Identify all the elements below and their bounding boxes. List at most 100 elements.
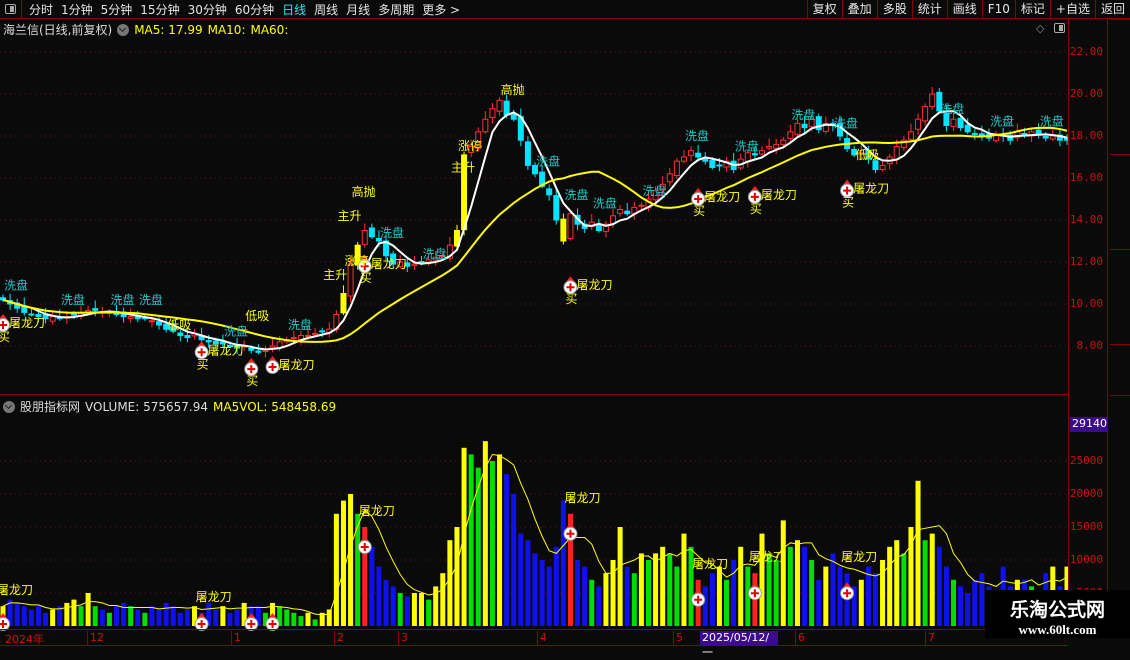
volume-bar — [724, 579, 730, 626]
tab-period[interactable]: 月线 — [346, 2, 371, 17]
signal-label: 涨停 — [458, 138, 482, 153]
candle — [49, 312, 56, 325]
tab-period[interactable]: 周线 — [314, 2, 339, 17]
volume-bar — [333, 513, 339, 626]
tab-period[interactable]: 5分钟 — [100, 2, 133, 17]
signal-label: 洗盘 — [4, 277, 28, 292]
main-chart-header: 海兰信(日线,前复权) MA5: 17.99 MA10: MA60: — [3, 21, 288, 38]
selected-date: 2025/05/12/一 — [700, 631, 778, 659]
candle — [666, 168, 673, 187]
ma5-readout: MA5: 17.99 — [134, 22, 203, 37]
volume-bar — [241, 602, 247, 626]
side-tab[interactable] — [1110, 154, 1130, 249]
tab-period[interactable]: 多周期 — [378, 2, 415, 17]
volume-bar — [596, 586, 602, 626]
panel-toggle-button[interactable] — [0, 0, 22, 19]
watermark-url: www.60lt.com — [1018, 622, 1097, 637]
ma5vol-readout: MA5VOL: 548458.69 — [213, 399, 337, 414]
panel-toggle-icon[interactable] — [1054, 23, 1065, 33]
tab-period[interactable]: 分时 — [29, 2, 54, 17]
volume-bar — [787, 546, 793, 626]
chevron-down-icon[interactable] — [3, 400, 15, 413]
candle — [624, 202, 631, 216]
candle — [801, 116, 808, 134]
tab-period[interactable]: 1分钟 — [61, 2, 93, 17]
signal-label: 高抛 — [501, 82, 525, 97]
tab-period[interactable]: 15分钟 — [140, 2, 180, 17]
volume-bar — [14, 602, 20, 626]
candle — [170, 321, 177, 334]
volume-signal-label: 屠龙刀 — [359, 504, 395, 518]
signal-label: 洗盘 — [735, 139, 759, 154]
volume-bar — [674, 566, 680, 626]
signal-label: 洗盘 — [642, 183, 666, 198]
stock-title: 海兰信(日线,前复权) — [3, 23, 113, 37]
diamond-icon[interactable]: ◇ — [1036, 22, 1045, 35]
signal-label: 洗盘 — [61, 292, 85, 307]
candle — [978, 125, 985, 141]
candle — [553, 187, 560, 225]
candle — [595, 218, 602, 233]
buy-signal-icon — [194, 341, 209, 360]
toolbar-button[interactable]: 统计 — [911, 0, 947, 19]
volume-bar — [553, 546, 559, 626]
volume-bar — [511, 494, 517, 626]
candle — [659, 176, 666, 196]
volume-bar — [759, 533, 765, 626]
chevron-down-icon[interactable] — [117, 23, 130, 36]
volume-buy-icon — [244, 613, 259, 631]
toolbar-button[interactable]: 标记 — [1014, 0, 1050, 19]
candle — [751, 146, 758, 160]
volume-bar — [468, 454, 474, 626]
tab-period[interactable]: 30分钟 — [187, 2, 227, 17]
candle — [340, 285, 347, 315]
signal-label: 屠龙刀 — [853, 182, 889, 196]
toolbar-button[interactable]: +自选 — [1049, 0, 1095, 19]
volume-bar — [766, 553, 772, 626]
volume-bar — [284, 609, 290, 626]
signal-label: 洗盘 — [380, 225, 404, 240]
toolbar-button[interactable]: 画线 — [946, 0, 982, 19]
volume-bar — [28, 609, 34, 626]
toolbar-button[interactable]: 多股 — [876, 0, 912, 19]
candle — [148, 313, 155, 328]
volume-buy-icon — [840, 582, 855, 601]
candle — [361, 223, 368, 248]
tab-period[interactable]: 60分钟 — [234, 2, 275, 17]
signal-label: 屠龙刀 — [761, 188, 797, 202]
toolbar-button[interactable]: F10 — [981, 0, 1015, 19]
period-toolbar: 分时 1分钟 5分钟 15分钟 30分钟 60分钟 日线 周线 月线 多周期 更多 > 复权 叠加 多股… — [0, 0, 1130, 19]
candle — [177, 329, 184, 342]
side-tab[interactable] — [1110, 19, 1130, 154]
volume-bar — [624, 566, 630, 626]
signal-label: 洗盘 — [791, 107, 815, 122]
tab-period[interactable]: 更多 > — [422, 2, 461, 17]
signal-label: 洗盘 — [288, 317, 312, 332]
toolbar-button[interactable]: 返回 — [1094, 0, 1130, 19]
candle — [766, 138, 773, 151]
volume-bar — [362, 527, 368, 626]
candle — [858, 145, 865, 160]
date-axis: 2024年 12 1 2 3 4 5 6 7 2025/05/12/一 — [0, 629, 1068, 659]
candle — [695, 145, 702, 162]
volume-bar — [582, 566, 588, 626]
tab-period[interactable]: 日线 — [282, 2, 307, 17]
price-tick: 14.00 — [1069, 213, 1103, 226]
date-label: 3 — [398, 631, 408, 646]
volume-bar — [206, 602, 212, 626]
candle — [120, 307, 127, 323]
toolbar-button[interactable]: 叠加 — [841, 0, 877, 19]
volume-bar — [865, 566, 871, 626]
price-tick: 12.00 — [1069, 255, 1103, 268]
ma-long-line — [2, 126, 1068, 343]
signal-label: 低吸 — [245, 309, 269, 323]
side-tab[interactable] — [1110, 344, 1130, 396]
toolbar-button[interactable]: 复权 — [806, 0, 842, 19]
signal-label: 洗盘 — [110, 292, 134, 307]
signal-label: 主升 — [451, 161, 475, 175]
candle — [453, 224, 460, 249]
date-label: 2024年 — [5, 633, 44, 646]
side-tab[interactable] — [1110, 249, 1130, 344]
candle — [482, 111, 489, 134]
